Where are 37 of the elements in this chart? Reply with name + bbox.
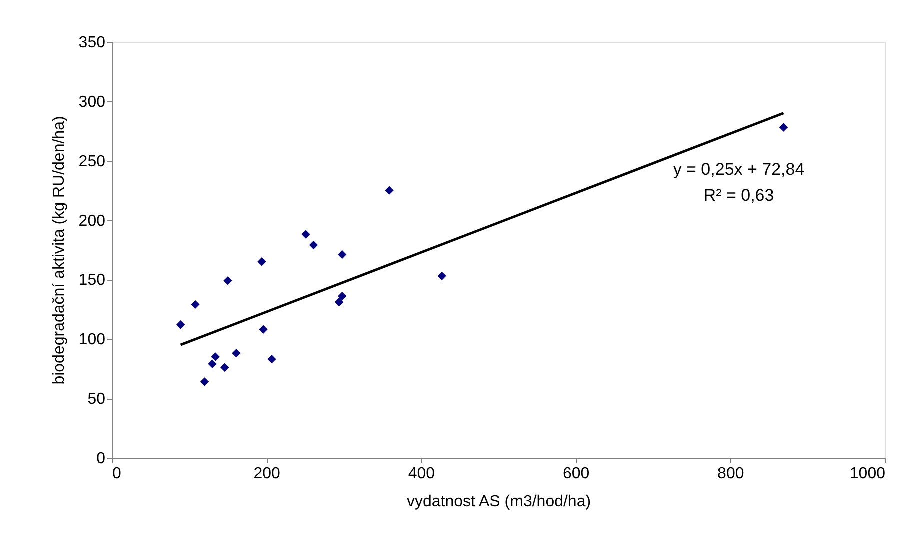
y-tick-label: 250 xyxy=(78,153,106,170)
point xyxy=(334,298,344,307)
x-tick-label: 400 xyxy=(408,466,436,482)
y-tick-label: 100 xyxy=(78,332,106,349)
point xyxy=(200,378,210,386)
point xyxy=(268,355,276,364)
point xyxy=(338,292,347,301)
point xyxy=(191,300,200,310)
y-axis-title: biodegradační aktivita (kg RU/den/ha) xyxy=(50,116,68,385)
x-axis-title: vydatnost AS (m3/hod/ha) xyxy=(406,494,592,510)
point xyxy=(259,325,268,334)
point xyxy=(258,258,266,266)
annotation: y = 0,25x + 72,84 xyxy=(673,160,805,179)
point xyxy=(220,363,230,372)
point xyxy=(302,230,310,239)
point xyxy=(779,123,788,132)
y-tick-label: 350 xyxy=(78,34,106,52)
y-tick-label: 300 xyxy=(78,94,106,111)
point xyxy=(176,320,186,330)
point xyxy=(224,276,232,286)
point xyxy=(309,240,318,250)
x-tick-label: 800 xyxy=(718,466,744,482)
y-tick-label: 150 xyxy=(78,272,106,290)
x-tick-label: 0 xyxy=(112,466,122,482)
annotation: R² = 0,63 xyxy=(704,186,774,205)
point xyxy=(438,272,446,280)
point xyxy=(385,186,394,195)
point xyxy=(232,349,241,358)
x-tick-label: 1000 xyxy=(850,466,886,482)
y-tick-label: 50 xyxy=(88,391,106,408)
point xyxy=(338,250,347,260)
x-tick-label: 200 xyxy=(254,466,281,482)
x-tick-label: 600 xyxy=(562,466,590,482)
point xyxy=(208,360,217,368)
point xyxy=(211,352,220,362)
y-tick-label: 0 xyxy=(96,450,106,468)
y-tick-label: 200 xyxy=(78,212,106,230)
